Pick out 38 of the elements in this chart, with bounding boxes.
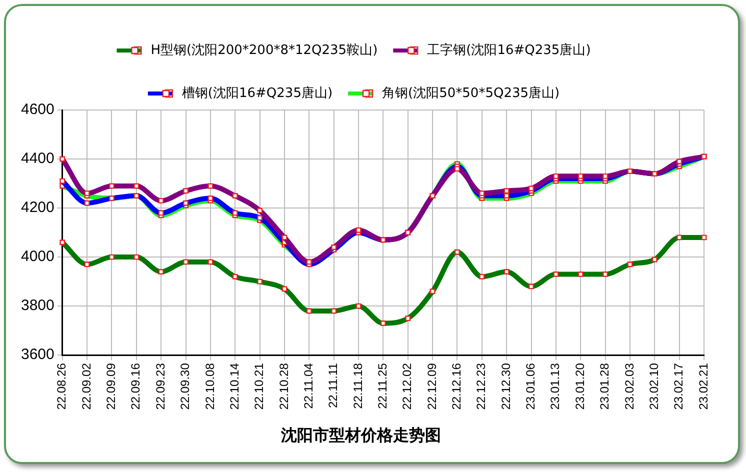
legend-label: 角钢(沈阳50*50*5Q235唐山) (382, 86, 560, 101)
x-tick-label: 23.01.13 (548, 362, 562, 410)
x-tick-label: 23.02.21 (696, 362, 710, 410)
y-tick-label: 3800 (20, 297, 54, 314)
x-tick-label: 22.12.09 (424, 362, 439, 410)
x-tick-label: 22.09.30 (178, 362, 192, 410)
x-tick-label: 22.09.02 (79, 362, 94, 410)
x-tick-label: 22.11.04 (301, 362, 316, 409)
x-tick-label: 23.01.28 (598, 362, 612, 410)
legend-label: H型钢(沈阳200*200*8*12Q235鞍山) (150, 42, 378, 58)
x-tick-label: 23.01.06 (524, 362, 538, 410)
x-tick-label: 22.09.09 (104, 362, 118, 410)
x-tick-label: 22.10.08 (202, 362, 217, 410)
x-tick-label: 22.09.16 (128, 362, 143, 410)
x-tick-label: 23.02.10 (646, 362, 661, 410)
x-tick-label: 22.11.25 (375, 362, 390, 409)
y-tick-label: 4400 (20, 150, 54, 168)
x-tick-label: 22.10.14 (227, 362, 242, 410)
y-tick-label: 4200 (20, 199, 54, 216)
x-tick-label: 22.10.21 (252, 362, 266, 410)
x-tick-label: 22.12.30 (498, 362, 513, 410)
x-tick-label: 22.08.26 (54, 362, 69, 410)
legend-label: 工字钢(沈阳16#Q235唐山) (427, 42, 591, 58)
y-tick-label: 4000 (20, 248, 54, 266)
legend-label: 槽钢(沈阳16#Q235唐山) (182, 86, 333, 101)
x-tick-label: 22.12.23 (474, 362, 488, 410)
x-tick-label: 22.12.16 (450, 362, 464, 410)
y-tick-label: 3600 (20, 346, 54, 364)
text: 沈阳市型材价格走势图 (280, 426, 441, 445)
y-tick-label: 4600 (20, 101, 54, 118)
x-tick-label: 23.02.17 (672, 362, 686, 410)
x-tick-label: 22.12.02 (400, 362, 414, 410)
x-tick-label: 22.10.28 (276, 362, 291, 410)
x-tick-label: 22.09.23 (153, 362, 168, 410)
x-tick-label: 23.02.03 (622, 362, 636, 410)
x-tick-label: 23.01.20 (572, 362, 587, 410)
x-tick-label: 22.11.18 (350, 362, 365, 409)
x-tick-label: 22.11.11 (326, 362, 340, 408)
